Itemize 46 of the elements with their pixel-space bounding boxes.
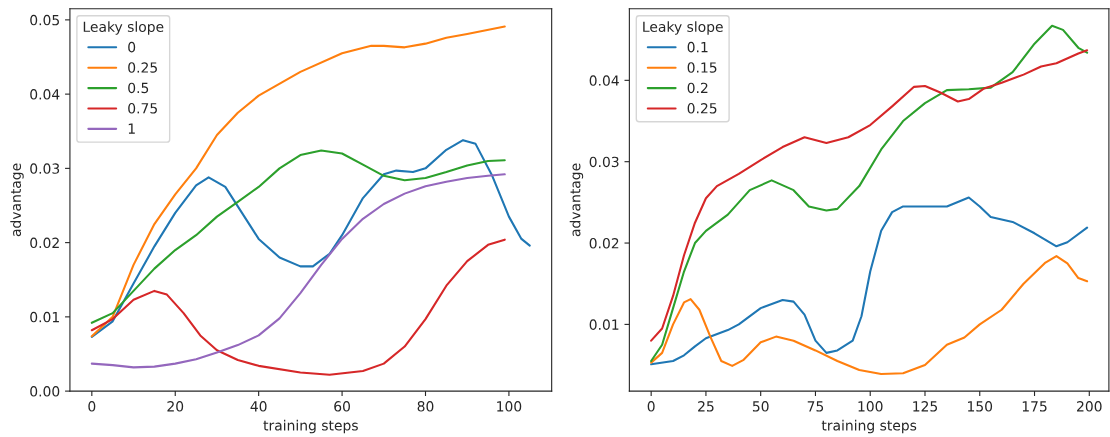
line-series <box>90 238 506 376</box>
line-series <box>90 173 506 369</box>
x-axis-title: training steps <box>821 419 917 434</box>
y-tick-label: 0.04 <box>589 75 619 86</box>
legend-title: Leaky slope <box>643 21 723 35</box>
x-tick-label: 100 <box>497 401 522 412</box>
x-tick-label: 80 <box>417 401 434 412</box>
y-tick-label: 0.03 <box>30 163 60 174</box>
y-axis-title: advantage <box>10 163 24 237</box>
y-tick-label: 0.02 <box>30 237 59 249</box>
legend-label: 0 <box>128 41 136 53</box>
x-tick-label: 0 <box>88 401 96 412</box>
x-tick-label: 200 <box>1077 401 1102 412</box>
y-tick-label: 0.03 <box>589 156 619 168</box>
y-axis-title: advantage <box>569 163 584 237</box>
legend-label: 0.25 <box>128 62 157 73</box>
legend-label: 0.1 <box>687 41 708 53</box>
line-series <box>90 149 506 324</box>
line-series <box>650 196 1089 366</box>
legend-label: 0.2 <box>687 82 708 94</box>
legend-label: 0.5 <box>128 82 149 94</box>
legend-label: 1 <box>128 123 135 134</box>
y-tick-label: 0.04 <box>30 89 60 100</box>
x-tick-label: 125 <box>913 401 938 412</box>
legend-label: 0.15 <box>687 62 717 73</box>
x-axis-title: training steps <box>263 419 358 434</box>
x-tick-label: 50 <box>752 401 769 412</box>
x-tick-label: 150 <box>968 401 993 412</box>
x-tick-label: 0 <box>647 401 655 412</box>
y-tick-label: 0.01 <box>30 311 59 323</box>
x-tick-label: 20 <box>167 401 184 412</box>
line-series <box>650 255 1089 376</box>
x-tick-label: 40 <box>250 401 267 412</box>
legend-label: 0.25 <box>687 103 717 114</box>
legend-title: Leaky slope <box>83 21 164 35</box>
y-tick-label: 0.00 <box>30 386 60 397</box>
line-series <box>90 139 531 338</box>
legend-label: 0.75 <box>128 103 157 114</box>
x-tick-label: 100 <box>858 401 883 412</box>
y-tick-label: 0.02 <box>589 238 619 249</box>
x-tick-label: 75 <box>807 401 824 412</box>
y-tick-label: 0.01 <box>589 319 619 330</box>
x-tick-label: 25 <box>698 401 714 412</box>
y-tick-label: 0.05 <box>30 14 59 26</box>
x-tick-label: 175 <box>1022 401 1047 412</box>
x-tick-label: 60 <box>334 401 350 412</box>
